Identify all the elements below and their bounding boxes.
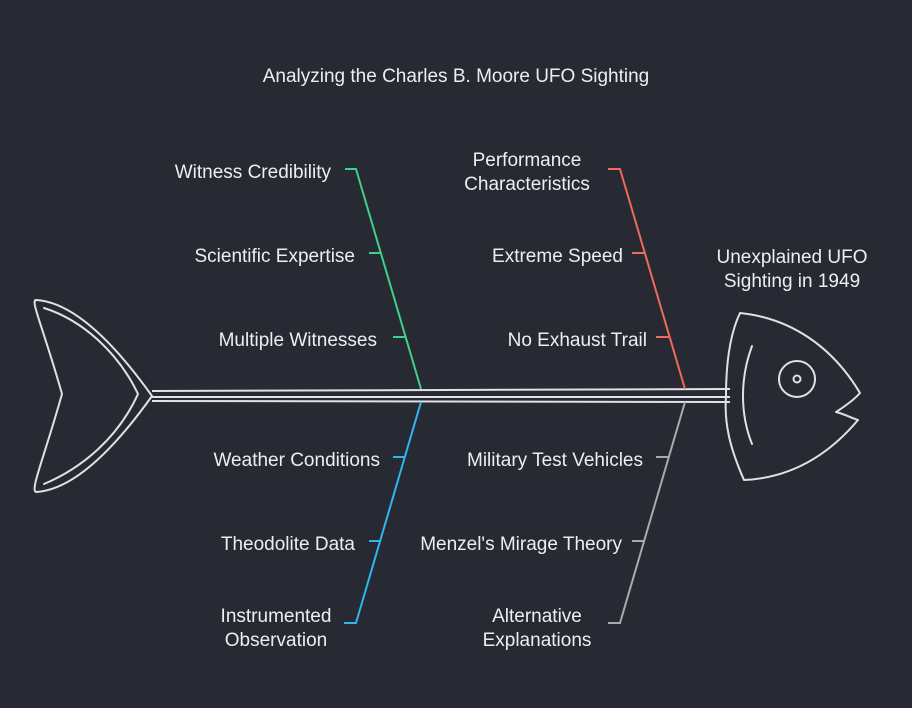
cause-alternative-explanations: Alternative Explanations [482,606,592,651]
diagram-title: Analyzing the Charles B. Moore UFO Sight… [262,66,650,87]
cause-scientific-expertise: Scientific Expertise [194,246,355,267]
cause-instrumented-observation: Instrumented Observation [220,606,332,651]
bone-performance [608,168,686,390]
bone-credibility [345,168,422,390]
fish-tail-inner-line [43,307,140,485]
cause-weather-conditions: Weather Conditions [213,450,380,471]
bone-explanations [608,401,686,624]
cause-performance-characteristics: Performance Characteristics [464,150,590,195]
cause-witness-credibility: Witness Credibility [174,162,331,183]
fish-gill [742,345,753,445]
fish-spine [151,388,731,403]
fish-tail [33,299,153,493]
cause-military-test-vehicles: Military Test Vehicles [467,450,643,471]
cause-menzels-mirage-theory: Menzel's Mirage Theory [420,534,622,555]
fish-eye-pupil [792,374,802,384]
cause-extreme-speed: Extreme Speed [492,246,623,267]
cause-theodolite-data: Theodolite Data [220,534,355,555]
fish-head [724,312,861,481]
fish-eye [778,360,816,398]
head-label: Unexplained UFO Sighting in 1949 [716,247,868,292]
cause-no-exhaust-trail: No Exhaust Trail [507,330,647,351]
cause-multiple-witnesses: Multiple Witnesses [218,330,377,351]
bone-observation [344,401,422,624]
